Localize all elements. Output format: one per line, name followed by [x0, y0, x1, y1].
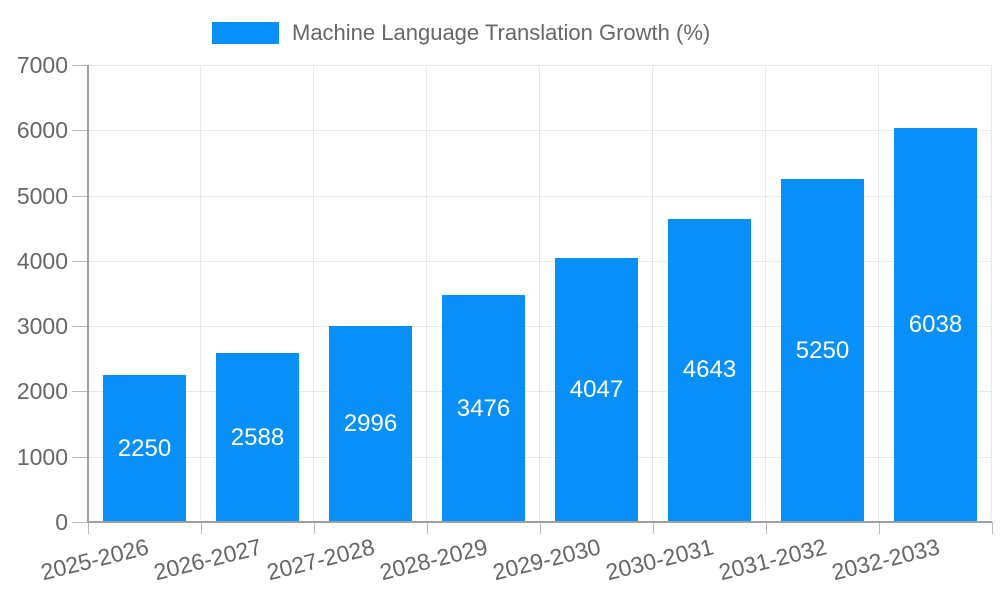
x-tick-mark	[766, 522, 767, 534]
bar-2029-2030: 4047	[555, 257, 638, 522]
vertical-gridline	[652, 65, 653, 522]
legend-item[interactable]: Machine Language Translation Growth (%)	[212, 20, 710, 46]
y-tick-label: 4000	[16, 247, 68, 274]
bar-2031-2032: 5250	[781, 179, 864, 522]
bar-2030-2031: 4643	[668, 218, 751, 522]
x-tick-mark	[427, 522, 428, 534]
horizontal-gridline	[88, 391, 992, 393]
bar-value-label: 6038	[908, 310, 963, 338]
vertical-gridline	[765, 65, 766, 522]
y-tick-mark	[72, 195, 88, 197]
y-tick-label: 1000	[16, 443, 68, 470]
y-tick-label: 2000	[16, 378, 68, 405]
y-tick-label: 5000	[16, 182, 68, 209]
horizontal-gridline	[88, 260, 992, 262]
y-tick-mark	[72, 522, 88, 523]
bar-2027-2028: 2996	[329, 326, 412, 522]
bar-value-label: 5250	[795, 336, 850, 364]
y-axis-line	[87, 65, 89, 522]
y-tick-label: 6000	[16, 117, 68, 144]
y-tick-mark	[72, 391, 88, 393]
x-tick-mark	[992, 522, 993, 534]
y-tick-label: 7000	[16, 52, 68, 78]
horizontal-gridline	[88, 326, 992, 328]
y-tick-label: 3000	[16, 313, 68, 340]
bar-value-label: 3476	[456, 394, 511, 422]
x-axis-line	[87, 521, 992, 523]
vertical-gridline	[426, 65, 427, 522]
horizontal-gridline	[88, 65, 992, 66]
y-tick-label: 0	[55, 509, 68, 535]
bar-value-label: 4643	[682, 356, 737, 384]
bar-value-label: 2250	[117, 434, 172, 462]
x-tick-mark	[653, 522, 654, 534]
legend-label: Machine Language Translation Growth (%)	[292, 20, 711, 45]
bar-2032-2033: 6038	[894, 127, 977, 522]
y-tick-mark	[72, 326, 88, 328]
bar-2028-2029: 3476	[442, 295, 525, 522]
y-tick-mark	[72, 130, 88, 132]
horizontal-gridline	[88, 456, 992, 458]
vertical-gridline	[200, 65, 201, 522]
vertical-gridline	[878, 65, 879, 522]
bar-value-label: 2996	[343, 410, 398, 438]
vertical-gridline	[313, 65, 314, 522]
x-tick-mark	[540, 522, 541, 534]
y-tick-mark	[72, 456, 88, 458]
x-tick-mark	[314, 522, 315, 534]
vertical-gridline	[991, 65, 992, 522]
y-tick-mark	[72, 65, 88, 66]
horizontal-gridline	[88, 195, 992, 197]
horizontal-gridline	[88, 130, 992, 132]
y-tick-mark	[72, 260, 88, 262]
bar-value-label: 2588	[230, 423, 285, 451]
x-tick-mark	[879, 522, 880, 534]
legend-swatch	[212, 22, 279, 44]
bar-value-label: 4047	[569, 375, 624, 403]
vertical-gridline	[539, 65, 540, 522]
bar-2025-2026: 2250	[103, 375, 186, 522]
bar-2026-2027: 2588	[216, 353, 299, 522]
x-tick-mark	[201, 522, 202, 534]
x-tick-mark	[88, 522, 89, 534]
plot-area: 0 1000 2000 3000 4000 5000 6000 7000 2250 2588 29…	[17, 52, 993, 585]
